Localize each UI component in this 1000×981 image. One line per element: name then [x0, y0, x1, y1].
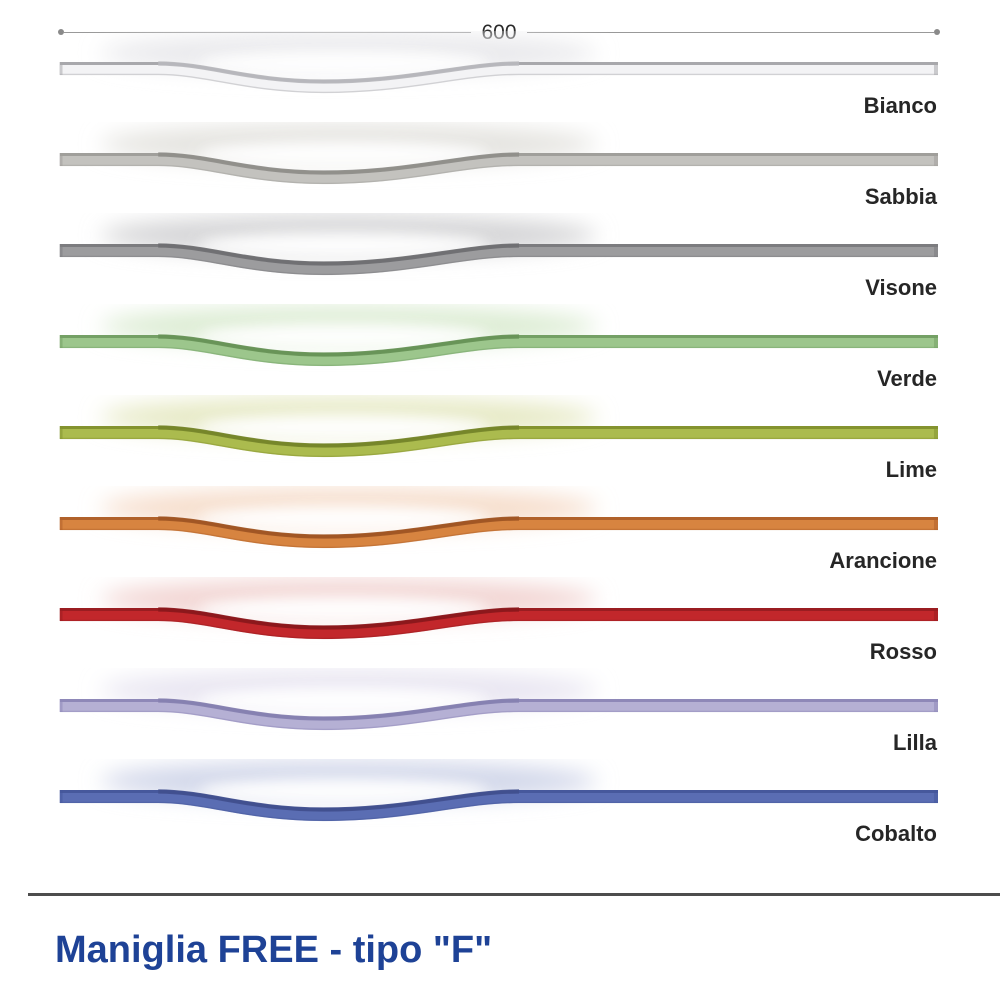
handle-endcap-right	[933, 62, 938, 75]
handle-color-label: Arancione	[829, 548, 937, 573]
dimension-segment	[526, 31, 935, 33]
handle-color-label: Rosso	[869, 639, 937, 664]
handle-endcap-right	[933, 244, 938, 257]
handle-color-label: Sabbia	[864, 184, 937, 209]
dimension-segment	[64, 31, 472, 33]
handle-endcap-right	[933, 517, 938, 530]
handle-row-arancione: Arancione	[0, 486, 1000, 577]
handle-endcap-right	[933, 790, 938, 803]
handle-row-lime: Lime	[0, 395, 1000, 486]
handle-row-rosso: Rosso	[0, 577, 1000, 668]
handle-graphic	[59, 306, 938, 367]
handle-endcap-right	[933, 608, 938, 621]
handle-endcap-right	[933, 335, 938, 348]
handle-color-label: Bianco	[863, 93, 937, 118]
handle-row-visone: Visone	[0, 213, 1000, 304]
handle-endcap-right	[933, 153, 938, 166]
handle-endcap-left	[59, 790, 63, 803]
handle-graphic	[59, 579, 938, 640]
handle-color-label: Visone	[865, 275, 937, 300]
handle-row-lilla: Lilla	[0, 668, 1000, 759]
handle-color-label: Lilla	[892, 730, 937, 755]
handle-endcap-left	[59, 426, 63, 439]
handle-graphic	[59, 761, 938, 822]
handle-endcap-left	[59, 335, 63, 348]
handle-endcap-left	[59, 153, 63, 166]
page-title: Maniglia FREE - tipo "F"	[55, 929, 493, 971]
handle-graphic	[59, 215, 938, 276]
handle-graphic	[59, 33, 938, 94]
handle-graphic	[59, 397, 938, 458]
handle-endcap-right	[933, 699, 938, 712]
handle-endcap-right	[933, 426, 938, 439]
handle-endcap-left	[59, 517, 63, 530]
handle-row-verde: Verde	[0, 304, 1000, 395]
handle-color-label: Cobalto	[855, 821, 937, 846]
handle-endcap-left	[59, 244, 63, 257]
handle-graphic	[59, 670, 938, 731]
dimension-endpoint-left	[58, 29, 64, 35]
handle-color-label: Lime	[885, 457, 937, 482]
dimension-endpoint-right	[934, 29, 941, 35]
handle-endcap-left	[59, 62, 63, 75]
handle-graphic	[59, 124, 938, 185]
handle-row-bianco: Bianco	[0, 31, 1000, 122]
footer-divider	[28, 893, 1000, 896]
handle-row-cobalto: Cobalto	[0, 759, 1000, 850]
handle-graphic	[59, 488, 938, 549]
handle-endcap-left	[59, 608, 63, 621]
handle-row-sabbia: Sabbia	[0, 122, 1000, 213]
handle-endcap-left	[59, 699, 63, 712]
handle-color-label: Verde	[877, 366, 937, 391]
